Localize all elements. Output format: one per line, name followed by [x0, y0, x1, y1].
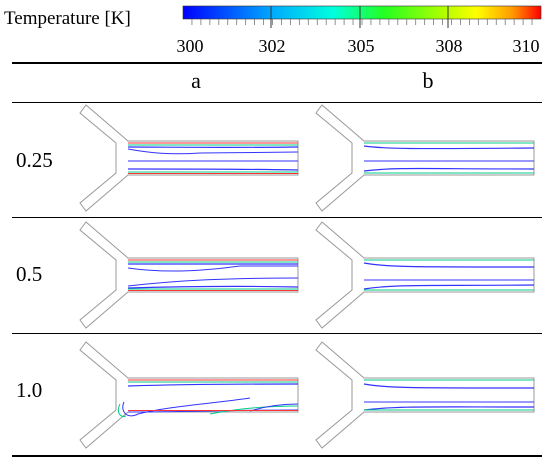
legend-title: Temperature [K] — [4, 8, 131, 29]
tick-label-305: 305 — [347, 36, 375, 56]
contour-panel-b-0-5 — [315, 221, 535, 329]
temperature-colorbar — [182, 5, 542, 28]
contour-panel-b-0-25 — [315, 104, 535, 212]
contour-panel-b-1-0 — [315, 341, 535, 449]
tick-label-310: 310 — [512, 36, 540, 56]
tick-label-302: 302 — [258, 36, 286, 56]
row-separator — [12, 217, 542, 218]
contour-panel-a-0-25 — [79, 104, 299, 212]
row-separator — [12, 333, 542, 334]
row-label-1-0: 1.0 — [16, 378, 43, 402]
table-bottom-rule — [12, 455, 542, 457]
row-separator — [12, 102, 542, 103]
column-header-a: a — [191, 68, 201, 93]
contour-panel-a-0-5 — [79, 221, 299, 329]
table-top-rule — [12, 62, 542, 64]
row-label-0-25: 0.25 — [16, 148, 53, 172]
tick-label-300: 300 — [176, 36, 204, 56]
contour-panel-a-1-0 — [79, 341, 299, 449]
tick-label-308: 308 — [435, 36, 463, 56]
column-header-b: b — [422, 68, 434, 93]
row-label-0-5: 0.5 — [16, 262, 43, 286]
